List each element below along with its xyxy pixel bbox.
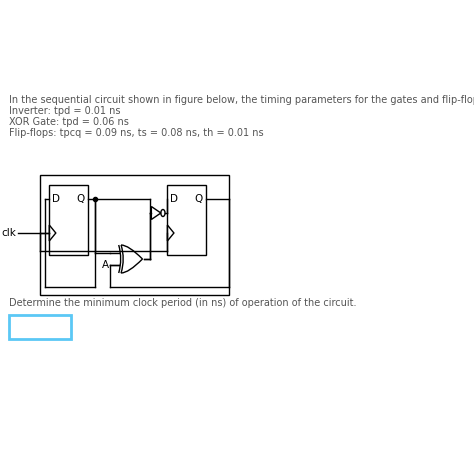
Text: A: A: [102, 260, 109, 270]
Text: Q: Q: [195, 194, 203, 204]
Text: clk: clk: [2, 228, 17, 238]
Text: In the sequential circuit shown in figure below, the timing parameters for the g: In the sequential circuit shown in figur…: [9, 95, 474, 105]
Bar: [9, 315, 71, 339]
Bar: [167, 185, 206, 255]
Text: Determine the minimum clock period (in ns) of operation of the circuit.: Determine the minimum clock period (in n…: [9, 298, 356, 308]
Bar: [49, 185, 88, 255]
Text: Inverter: tpd = 0.01 ns: Inverter: tpd = 0.01 ns: [9, 106, 120, 116]
Text: D: D: [170, 194, 178, 204]
Text: XOR Gate: tpd = 0.06 ns: XOR Gate: tpd = 0.06 ns: [9, 117, 129, 127]
Text: Flip-flops: tpcq = 0.09 ns, ts = 0.08 ns, th = 0.01 ns: Flip-flops: tpcq = 0.09 ns, ts = 0.08 ns…: [9, 128, 264, 138]
Text: D: D: [52, 194, 60, 204]
Text: Q: Q: [77, 194, 85, 204]
Bar: [40, 175, 228, 295]
